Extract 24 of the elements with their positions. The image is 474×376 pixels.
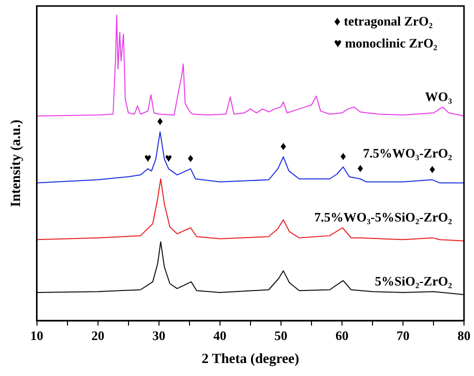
annotation: ♦ bbox=[188, 150, 194, 165]
x-tick-label: 80 bbox=[458, 328, 470, 343]
x-tick-label: 30 bbox=[152, 328, 166, 343]
annotation: ♥ monoclinic ZrO₂ bbox=[334, 35, 438, 50]
x-tick-label: 50 bbox=[274, 328, 288, 343]
x-axis-title: 2 Theta (degree) bbox=[202, 352, 300, 368]
x-tick-label: 60 bbox=[335, 328, 348, 343]
series-label: WO₃ bbox=[424, 88, 452, 104]
annotation: ♥ bbox=[165, 150, 172, 165]
annotation: ♦ bbox=[357, 160, 364, 175]
annotation: ♥ bbox=[144, 150, 152, 165]
x-tick-label: 70 bbox=[396, 328, 410, 343]
annotation: ♦ bbox=[429, 162, 436, 176]
y-axis-title: Intensity (a.u.) bbox=[9, 119, 24, 208]
annotation: ♦ bbox=[157, 114, 164, 128]
x-tick-label: 20 bbox=[91, 328, 104, 343]
annotation: ♦ bbox=[280, 138, 286, 153]
series-label: 7.5%WO₃-5%SiO₂-ZrO₂ bbox=[314, 210, 452, 225]
x-tick-label: 40 bbox=[213, 328, 226, 343]
series-label: 5%SiO₂-ZrO₂ bbox=[374, 273, 452, 288]
annotation: ♦ bbox=[340, 149, 346, 164]
annotation: ♦ tetragonal ZrO₂ bbox=[334, 13, 433, 28]
series-label: 7.5%WO₃-ZrO₂ bbox=[362, 146, 452, 161]
x-tick-label: 10 bbox=[30, 328, 44, 343]
